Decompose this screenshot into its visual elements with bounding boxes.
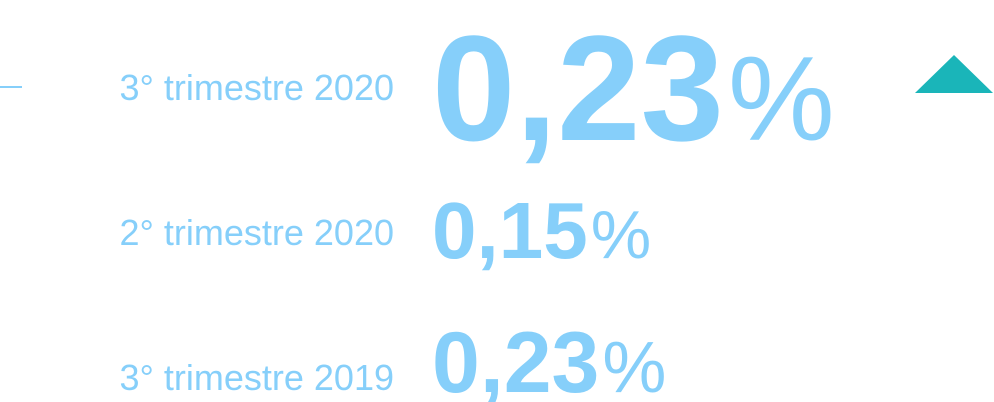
row-value: 0,15% [432,186,651,275]
row-label: 3° trimestre 2019 [119,357,394,398]
row-label: 3° trimestre 2020 [119,67,394,108]
row-value: 0,23% [432,4,835,172]
up-indicator [915,55,993,93]
value-number: 0,23 [432,315,599,402]
value-unit: % [602,328,666,402]
row-value: 0,23% [432,315,666,402]
value-number: 0,15 [432,186,588,275]
value-unit: % [591,197,651,273]
row-label: 2° trimestre 2020 [119,212,394,253]
value-number: 0,23 [432,4,724,172]
value-unit: % [728,32,835,166]
